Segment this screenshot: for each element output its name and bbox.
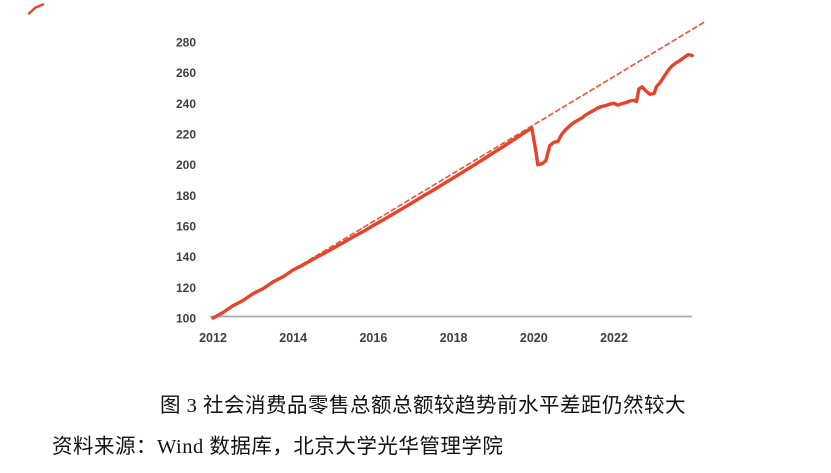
y-axis-tick-label: 260	[176, 66, 196, 80]
x-axis-tick-label: 2012	[199, 331, 227, 345]
x-axis-tick-label: 2014	[279, 331, 307, 345]
figure-caption: 图 3 社会消费品零售总额总额较趋势前水平差距仍然较大	[160, 395, 686, 417]
y-axis-tick-label: 120	[176, 281, 196, 295]
y-axis-tick-label: 280	[176, 36, 196, 50]
actual-line	[211, 52, 694, 320]
y-axis-tick-label: 140	[176, 250, 196, 264]
x-axis-tick-label: 2018	[440, 331, 468, 345]
y-axis-tick-label: 200	[176, 158, 196, 172]
retail-sales-trend-chart: 100 120 140 160 180 200 220 240 260 280 2012 2014 20…	[27, 3, 706, 345]
x-axis-tick-label: 2016	[359, 331, 387, 345]
y-axis-tick-label: 100	[176, 312, 196, 326]
x-axis-tick-label: 2020	[520, 331, 548, 345]
y-axis-tick-label: 220	[176, 128, 196, 142]
red-pen-mark-icon	[27, 3, 45, 15]
y-axis-tick-label: 240	[176, 97, 196, 111]
y-axis-tick-label: 180	[176, 189, 196, 203]
y-axis-tick-label: 160	[176, 220, 196, 234]
data-source-caption: 资料来源：Wind 数据库，北京大学光华管理学院	[52, 436, 504, 458]
x-axis-tick-label: 2022	[600, 331, 628, 345]
